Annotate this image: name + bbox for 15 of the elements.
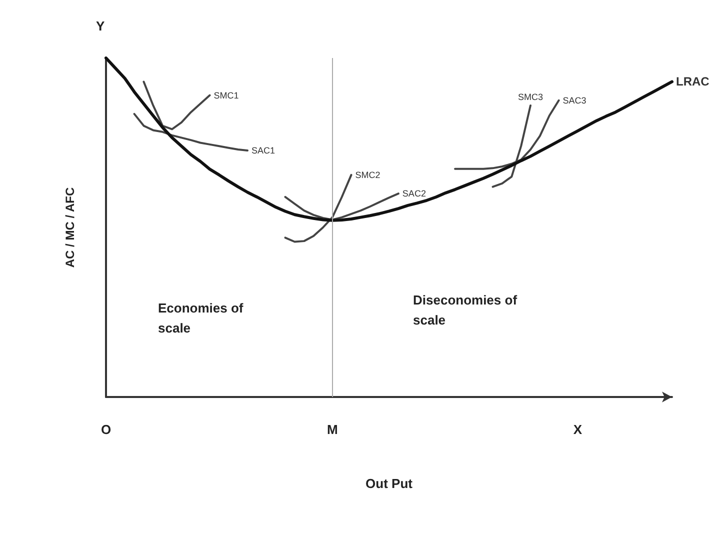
series-label: SAC1 <box>252 146 276 156</box>
y-axis-title: AC / MC / AFC <box>63 187 77 268</box>
series-label: SMC3 <box>518 92 544 102</box>
x-tick-label: M <box>326 422 338 437</box>
series-label: LRAC <box>676 74 710 89</box>
x-tick-label: O <box>100 422 112 437</box>
annotation: Diseconomies of scale <box>413 292 518 328</box>
series-label: SAC3 <box>562 95 586 106</box>
x-tick-label: X <box>573 422 582 437</box>
x-axis-title: Out Put <box>366 476 414 491</box>
text: Y <box>96 18 105 34</box>
series-label: SMC1 <box>214 90 239 100</box>
annotation: Economies of scale <box>158 300 244 336</box>
series-label: SMC2 <box>355 170 380 180</box>
series-label: SAC2 <box>402 188 426 199</box>
